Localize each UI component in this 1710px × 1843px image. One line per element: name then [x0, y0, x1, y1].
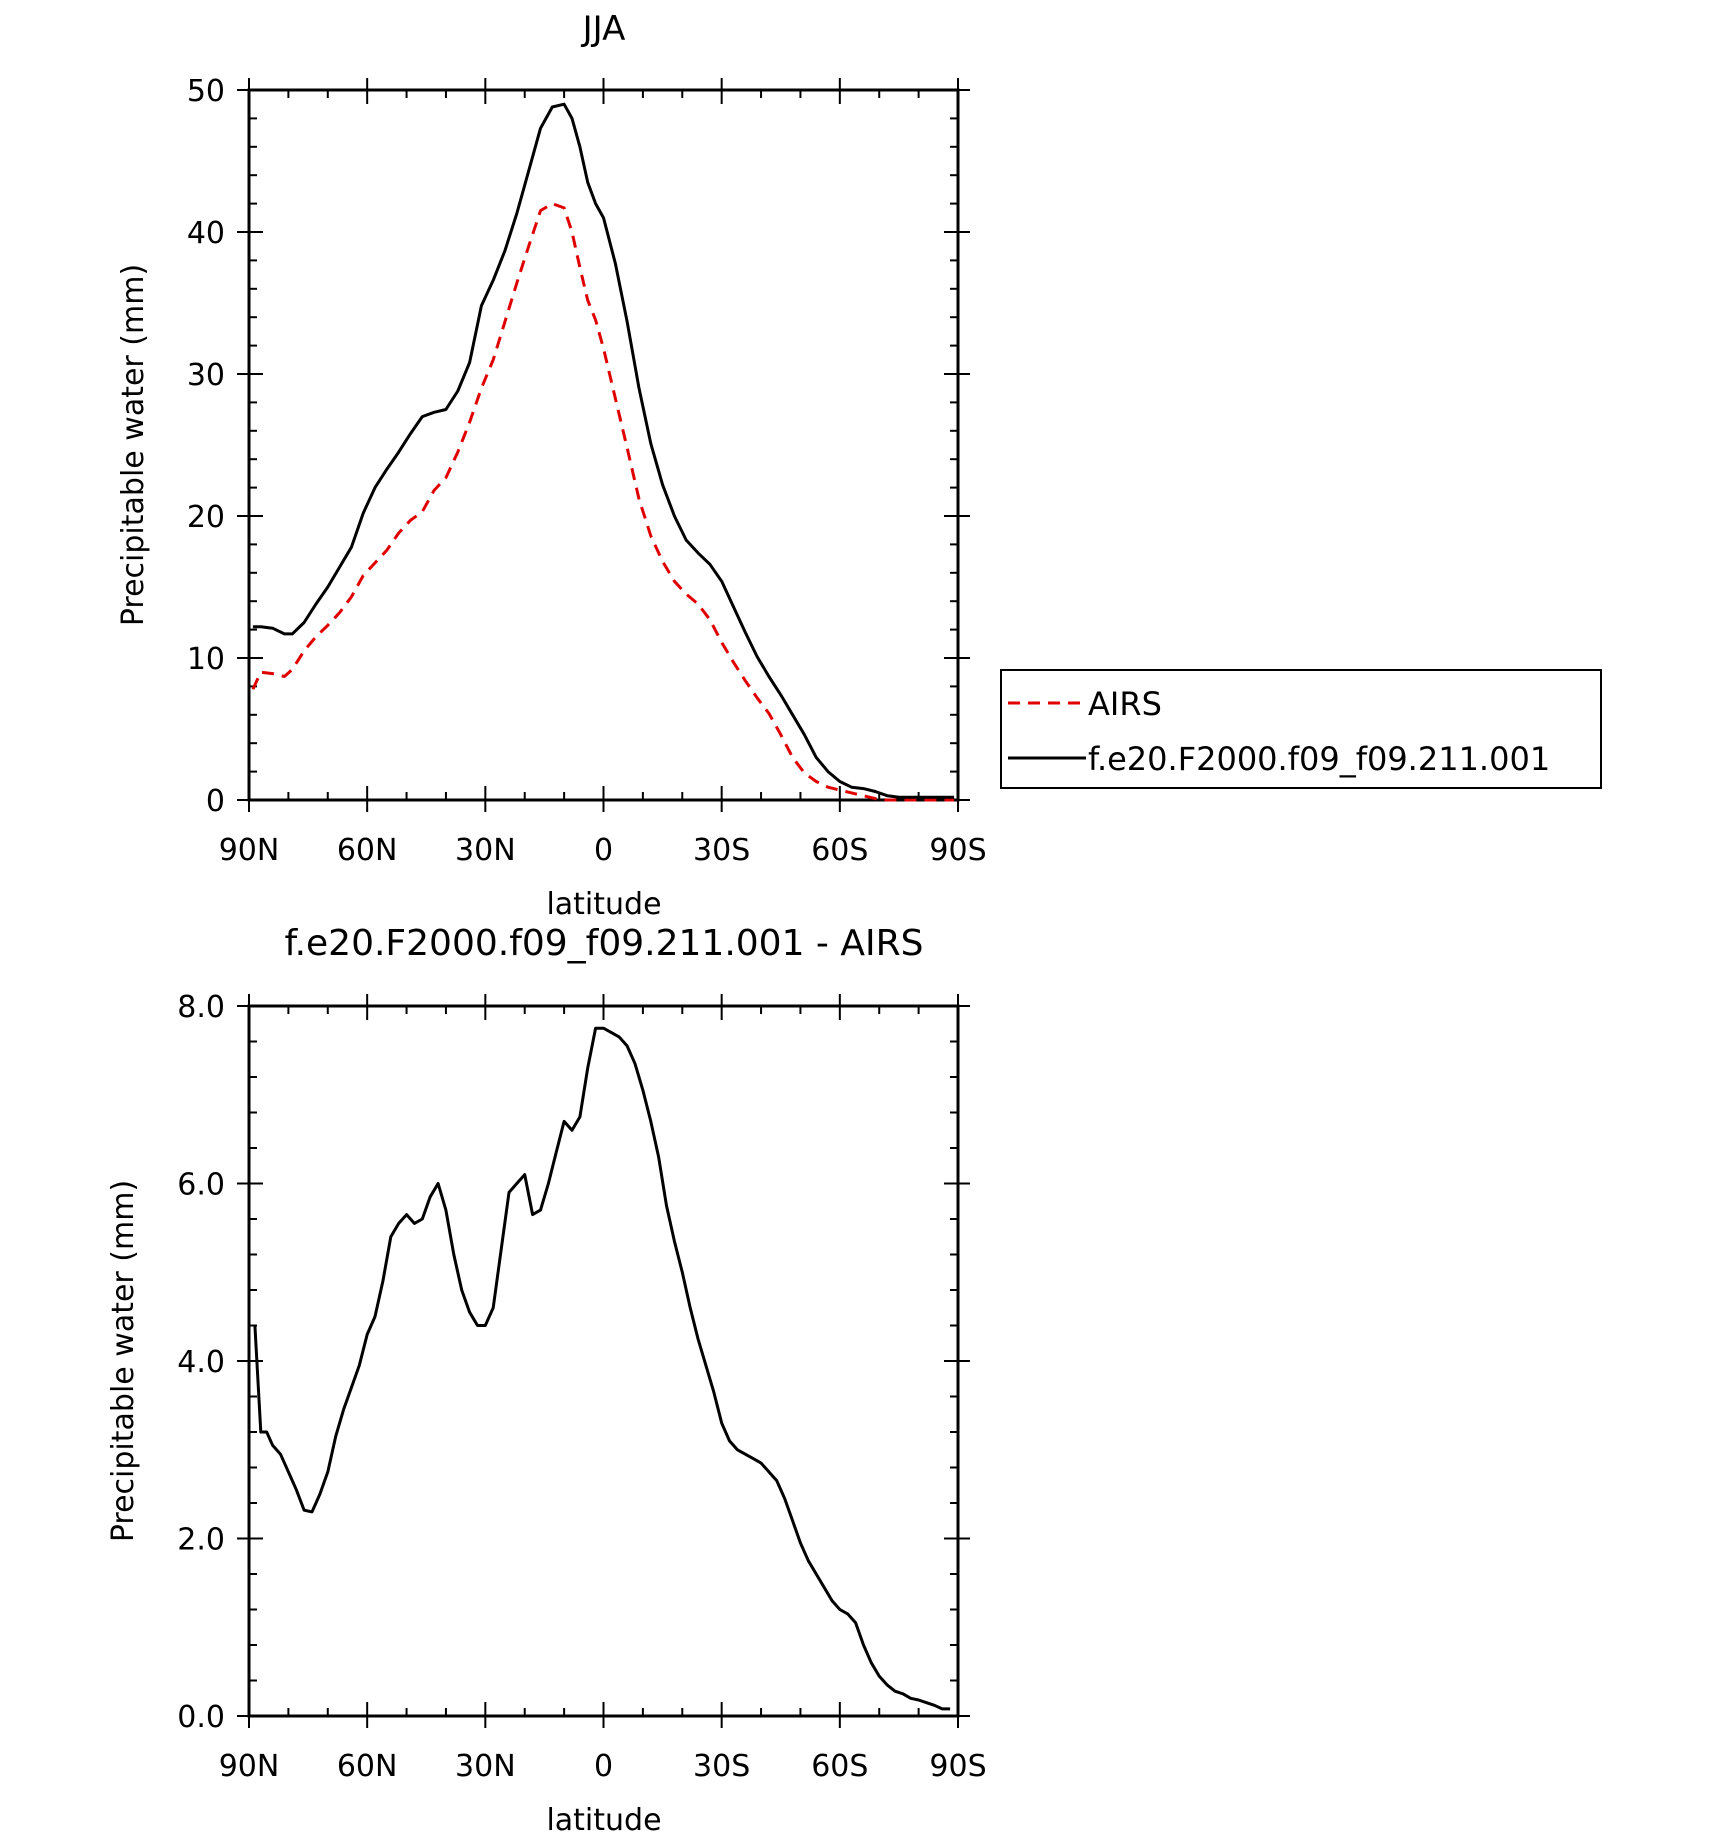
top-chart-y-tick-label: 50	[187, 74, 225, 109]
top-chart-x-tick-label: 60S	[811, 833, 868, 868]
top-chart-series	[251, 102, 955, 802]
bottom-chart-series-line-solid	[253, 1026, 951, 1711]
top-chart-series-line-solid	[252, 102, 955, 799]
top-chart-plot-frame	[247, 88, 960, 802]
bottom-chart-x-tick-label: 30N	[455, 1749, 516, 1784]
top-chart-x-tick-label: 90S	[929, 833, 986, 868]
bottom-chart-title: f.e20.F2000.f09_f09.211.001 - AIRS	[285, 923, 924, 964]
top-chart-series-line-dashed	[251, 202, 955, 802]
bottom-chart: f.e20.F2000.f09_f09.211.001 - AIRS 90N 60…	[106, 923, 987, 1838]
bottom-chart-y-tick-label: 0.0	[177, 1700, 225, 1735]
top-chart-x-axis-label: latitude	[546, 887, 661, 922]
top-chart-x-tick-label: 90N	[219, 833, 280, 868]
bottom-chart-x-tick-label: 90N	[219, 1749, 280, 1784]
top-chart-title: JJA	[581, 9, 626, 49]
bottom-chart-x-tick-label: 0	[594, 1749, 613, 1784]
bottom-chart-x-tick-label: 60S	[811, 1749, 868, 1784]
top-chart-y-tick-label: 30	[187, 358, 225, 393]
top-chart-y-tick-labels: 0 10 20 30 40 50	[187, 74, 225, 819]
top-chart-legend: AIRS f.e20.F2000.f09_f09.211.001	[1000, 669, 1602, 789]
bottom-chart-y-tick-label: 6.0	[177, 1168, 225, 1203]
bottom-chart-plot-frame	[247, 1004, 960, 1718]
top-chart-ticks	[237, 78, 970, 812]
top-chart-y-tick-label: 20	[187, 500, 225, 535]
top-chart-y-tick-label: 0	[206, 784, 225, 819]
top-chart-y-tick-label: 40	[187, 216, 225, 251]
legend-label-model: f.e20.F2000.f09_f09.211.001	[1088, 740, 1550, 778]
top-chart-x-tick-label: 0	[594, 833, 613, 868]
top-chart-x-tick-label: 30S	[693, 833, 750, 868]
bottom-chart-x-axis-label: latitude	[546, 1803, 661, 1838]
bottom-chart-x-tick-label: 90S	[929, 1749, 986, 1784]
bottom-chart-x-tick-label: 30S	[693, 1749, 750, 1784]
top-chart-x-tick-labels: 90N 60N 30N 0 30S 60S 90S	[219, 833, 987, 868]
bottom-chart-x-tick-label: 60N	[337, 1749, 398, 1784]
bottom-chart-y-tick-label: 2.0	[177, 1523, 225, 1558]
bottom-chart-y-tick-label: 8.0	[177, 990, 225, 1025]
top-chart-x-tick-label: 30N	[455, 833, 516, 868]
top-chart-x-tick-label: 60N	[337, 833, 398, 868]
bottom-chart-x-tick-labels: 90N 60N 30N 0 30S 60S 90S	[219, 1749, 987, 1784]
legend-label-airs: AIRS	[1088, 685, 1162, 723]
top-chart-y-axis-label: Precipitable water (mm)	[116, 264, 151, 626]
bottom-chart-series	[253, 1026, 951, 1711]
legend-box	[1000, 669, 1602, 789]
bottom-chart-y-tick-labels: 0.0 2.0 4.0 6.0 8.0	[177, 990, 225, 1735]
bottom-chart-y-axis-label: Precipitable water (mm)	[106, 1180, 141, 1542]
top-chart-y-tick-label: 10	[187, 642, 225, 677]
top-chart: JJA 90N 60N 30N 0 30S 60S 90S 0 10 20 30 40 50 lati…	[116, 9, 1602, 922]
bottom-chart-y-tick-label: 4.0	[177, 1345, 225, 1380]
